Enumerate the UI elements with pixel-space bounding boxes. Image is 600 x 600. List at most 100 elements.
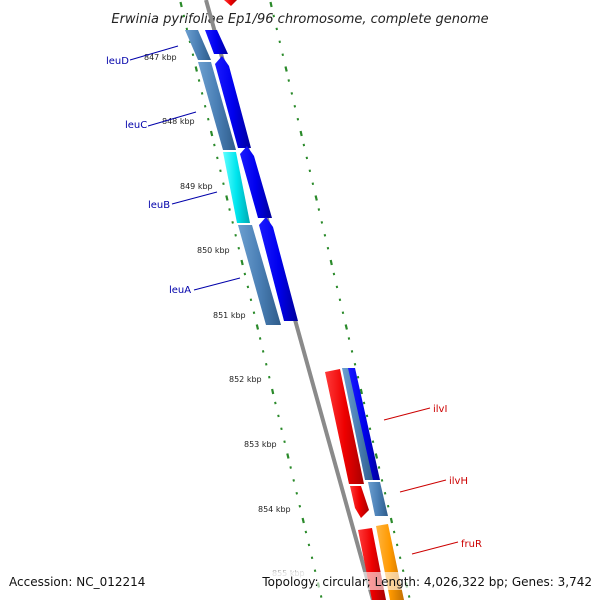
tick-minor — [401, 569, 405, 573]
kbp-label-854: 854 kbp — [258, 505, 291, 514]
tick-major — [299, 130, 303, 137]
gene-block-leuA — [238, 225, 281, 325]
tick-minor — [304, 530, 308, 534]
cds-arrow-leuA — [259, 217, 298, 321]
tick-minor — [398, 556, 402, 560]
tick-minor — [383, 491, 387, 495]
tick-minor — [243, 272, 247, 276]
tick-minor — [290, 92, 294, 95]
tick-major — [194, 66, 198, 72]
tick-major — [240, 259, 244, 266]
tick-minor — [274, 401, 277, 405]
tick-major — [255, 324, 260, 330]
gene-block-leuD — [185, 30, 211, 60]
footer-backdrop-left — [6, 572, 156, 590]
tick-minor — [392, 530, 396, 534]
leader-ilvH — [399, 479, 447, 493]
tick-minor — [407, 595, 411, 598]
tick-minor — [219, 169, 222, 173]
tick-major — [179, 1, 183, 8]
gene-block-ilvI — [342, 368, 374, 480]
cds-arrow-ilvH-red — [350, 486, 369, 518]
leader-leuA — [193, 277, 241, 291]
map-title: Erwinia pyrifoliae Ep1/96 chromosome, co… — [111, 12, 488, 27]
cds-arrow-leuD — [205, 30, 228, 54]
tick-minor — [386, 504, 390, 508]
gene-label-leuB[interactable]: leuB — [148, 200, 170, 211]
gene-label-leuD[interactable]: leuD — [106, 56, 129, 67]
tick-minor — [368, 427, 372, 431]
tick-major — [269, 1, 273, 8]
cds-arrow-leuC — [215, 56, 251, 148]
kbp-label-851: 851 kbp — [213, 311, 246, 320]
cds-arrow-leuB — [240, 146, 272, 218]
tick-minor — [308, 169, 312, 173]
tick-minor — [362, 401, 366, 405]
tick-minor — [347, 337, 351, 340]
tick-minor — [283, 440, 286, 444]
leader-leuC — [147, 111, 197, 127]
tick-minor — [371, 440, 375, 444]
tick-minor — [350, 350, 354, 353]
tick-minor — [188, 40, 192, 44]
tick-minor — [298, 504, 302, 508]
tick-minor — [317, 208, 321, 211]
tick-minor — [302, 143, 306, 147]
cds-arrow-top — [224, 0, 237, 6]
tick-minor — [287, 79, 290, 82]
tick-minor — [268, 375, 271, 379]
gene-label-ilvH[interactable]: ilvH — [449, 476, 468, 487]
kbp-label-849: 849 kbp — [180, 182, 213, 191]
tick-minor — [307, 543, 311, 547]
tick-minor — [341, 311, 345, 315]
kbp-label-848: 848 kbp — [162, 117, 195, 126]
gene-label-ilvI[interactable]: ilvI — [433, 404, 447, 415]
tick-minor — [246, 285, 250, 289]
tick-minor — [323, 233, 327, 237]
tick-major — [225, 195, 229, 201]
tick-minor — [278, 40, 281, 44]
cds-arrow-ilvI-blue — [348, 368, 380, 480]
tick-row-left — [179, 1, 323, 598]
kbp-label-853: 853 kbp — [244, 440, 277, 449]
gene-label-leuA[interactable]: leuA — [169, 285, 191, 296]
gene-label-fruR[interactable]: fruR — [461, 539, 482, 550]
gene-labels: leuD leuC leuB leuA ilvI ilvH fruR — [106, 45, 482, 555]
tick-minor — [200, 92, 204, 95]
kbp-label-850: 850 kbp — [197, 246, 230, 255]
tick-minor — [380, 479, 384, 482]
tick-minor — [365, 414, 369, 418]
cds-arrow-ilvI-red — [325, 369, 364, 484]
tick-minor — [182, 14, 185, 18]
tick-minor — [252, 311, 256, 315]
tick-minor — [249, 298, 253, 302]
tick-minor — [191, 53, 195, 57]
gene-label-leuC[interactable]: leuC — [125, 120, 147, 131]
tick-minor — [197, 79, 201, 82]
tick-minor — [296, 117, 300, 121]
tick-minor — [356, 375, 360, 379]
tick-minor — [338, 298, 342, 302]
tick-major — [344, 324, 348, 330]
tick-major — [329, 259, 333, 266]
gene-block-ilvH — [368, 482, 388, 516]
tick-minor — [265, 362, 268, 366]
tick-minor — [332, 272, 336, 276]
tick-minor — [185, 27, 189, 31]
tick-minor — [305, 156, 309, 160]
tick-minor — [292, 479, 295, 482]
tick-major — [314, 195, 318, 201]
tick-minor — [261, 350, 265, 353]
tick-minor — [295, 491, 298, 495]
tick-major — [271, 388, 275, 395]
accession-text: Accession: NC_012214 — [9, 575, 145, 589]
gene-block-leuC — [198, 62, 236, 150]
tick-minor — [310, 556, 314, 560]
leader-leuB — [171, 191, 218, 205]
kbp-label-852: 852 kbp — [229, 375, 262, 384]
tick-major — [374, 453, 379, 459]
footer-backdrop-right — [258, 572, 596, 590]
tick-minor — [353, 362, 357, 366]
tick-minor — [277, 414, 280, 418]
